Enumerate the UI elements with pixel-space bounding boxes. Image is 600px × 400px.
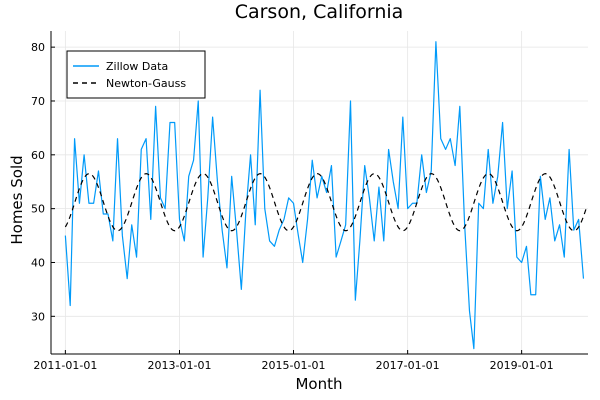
legend-label-newton-gauss: Newton-Gauss (106, 77, 186, 90)
axes (50, 31, 588, 355)
series-line-newton-gauss (64, 173, 588, 232)
y-tick-label: 70 (31, 95, 45, 108)
x-axis-label: Month (295, 375, 342, 393)
x-tick-label: 2013-01-01 (148, 359, 212, 372)
y-tick-label: 80 (31, 41, 45, 54)
y-tick-label: 60 (31, 149, 45, 162)
x-tick-label: 2019-01-01 (490, 359, 554, 372)
y-tick-label: 50 (31, 203, 45, 216)
y-tick-label: 40 (31, 256, 45, 269)
x-tick-label: 2011-01-01 (33, 359, 97, 372)
chart-title: Carson, California (235, 1, 404, 23)
series-layer (64, 41, 588, 350)
x-tick-label: 2017-01-01 (376, 359, 440, 372)
legend-box (66, 50, 206, 99)
x-tick-label: 2015-01-01 (262, 359, 326, 372)
tick-labels: 30 40 50 60 70 80 2011-01-01 2013-01-01 2015-01-… (31, 41, 554, 372)
series-line-zillow-data (64, 41, 585, 350)
y-tick-label: 30 (31, 310, 45, 323)
legend-label-zillow: Zillow Data (106, 60, 168, 73)
legend: Zillow Data Newton-Gauss (66, 50, 206, 99)
y-axis-label: Homes Sold (8, 155, 26, 244)
